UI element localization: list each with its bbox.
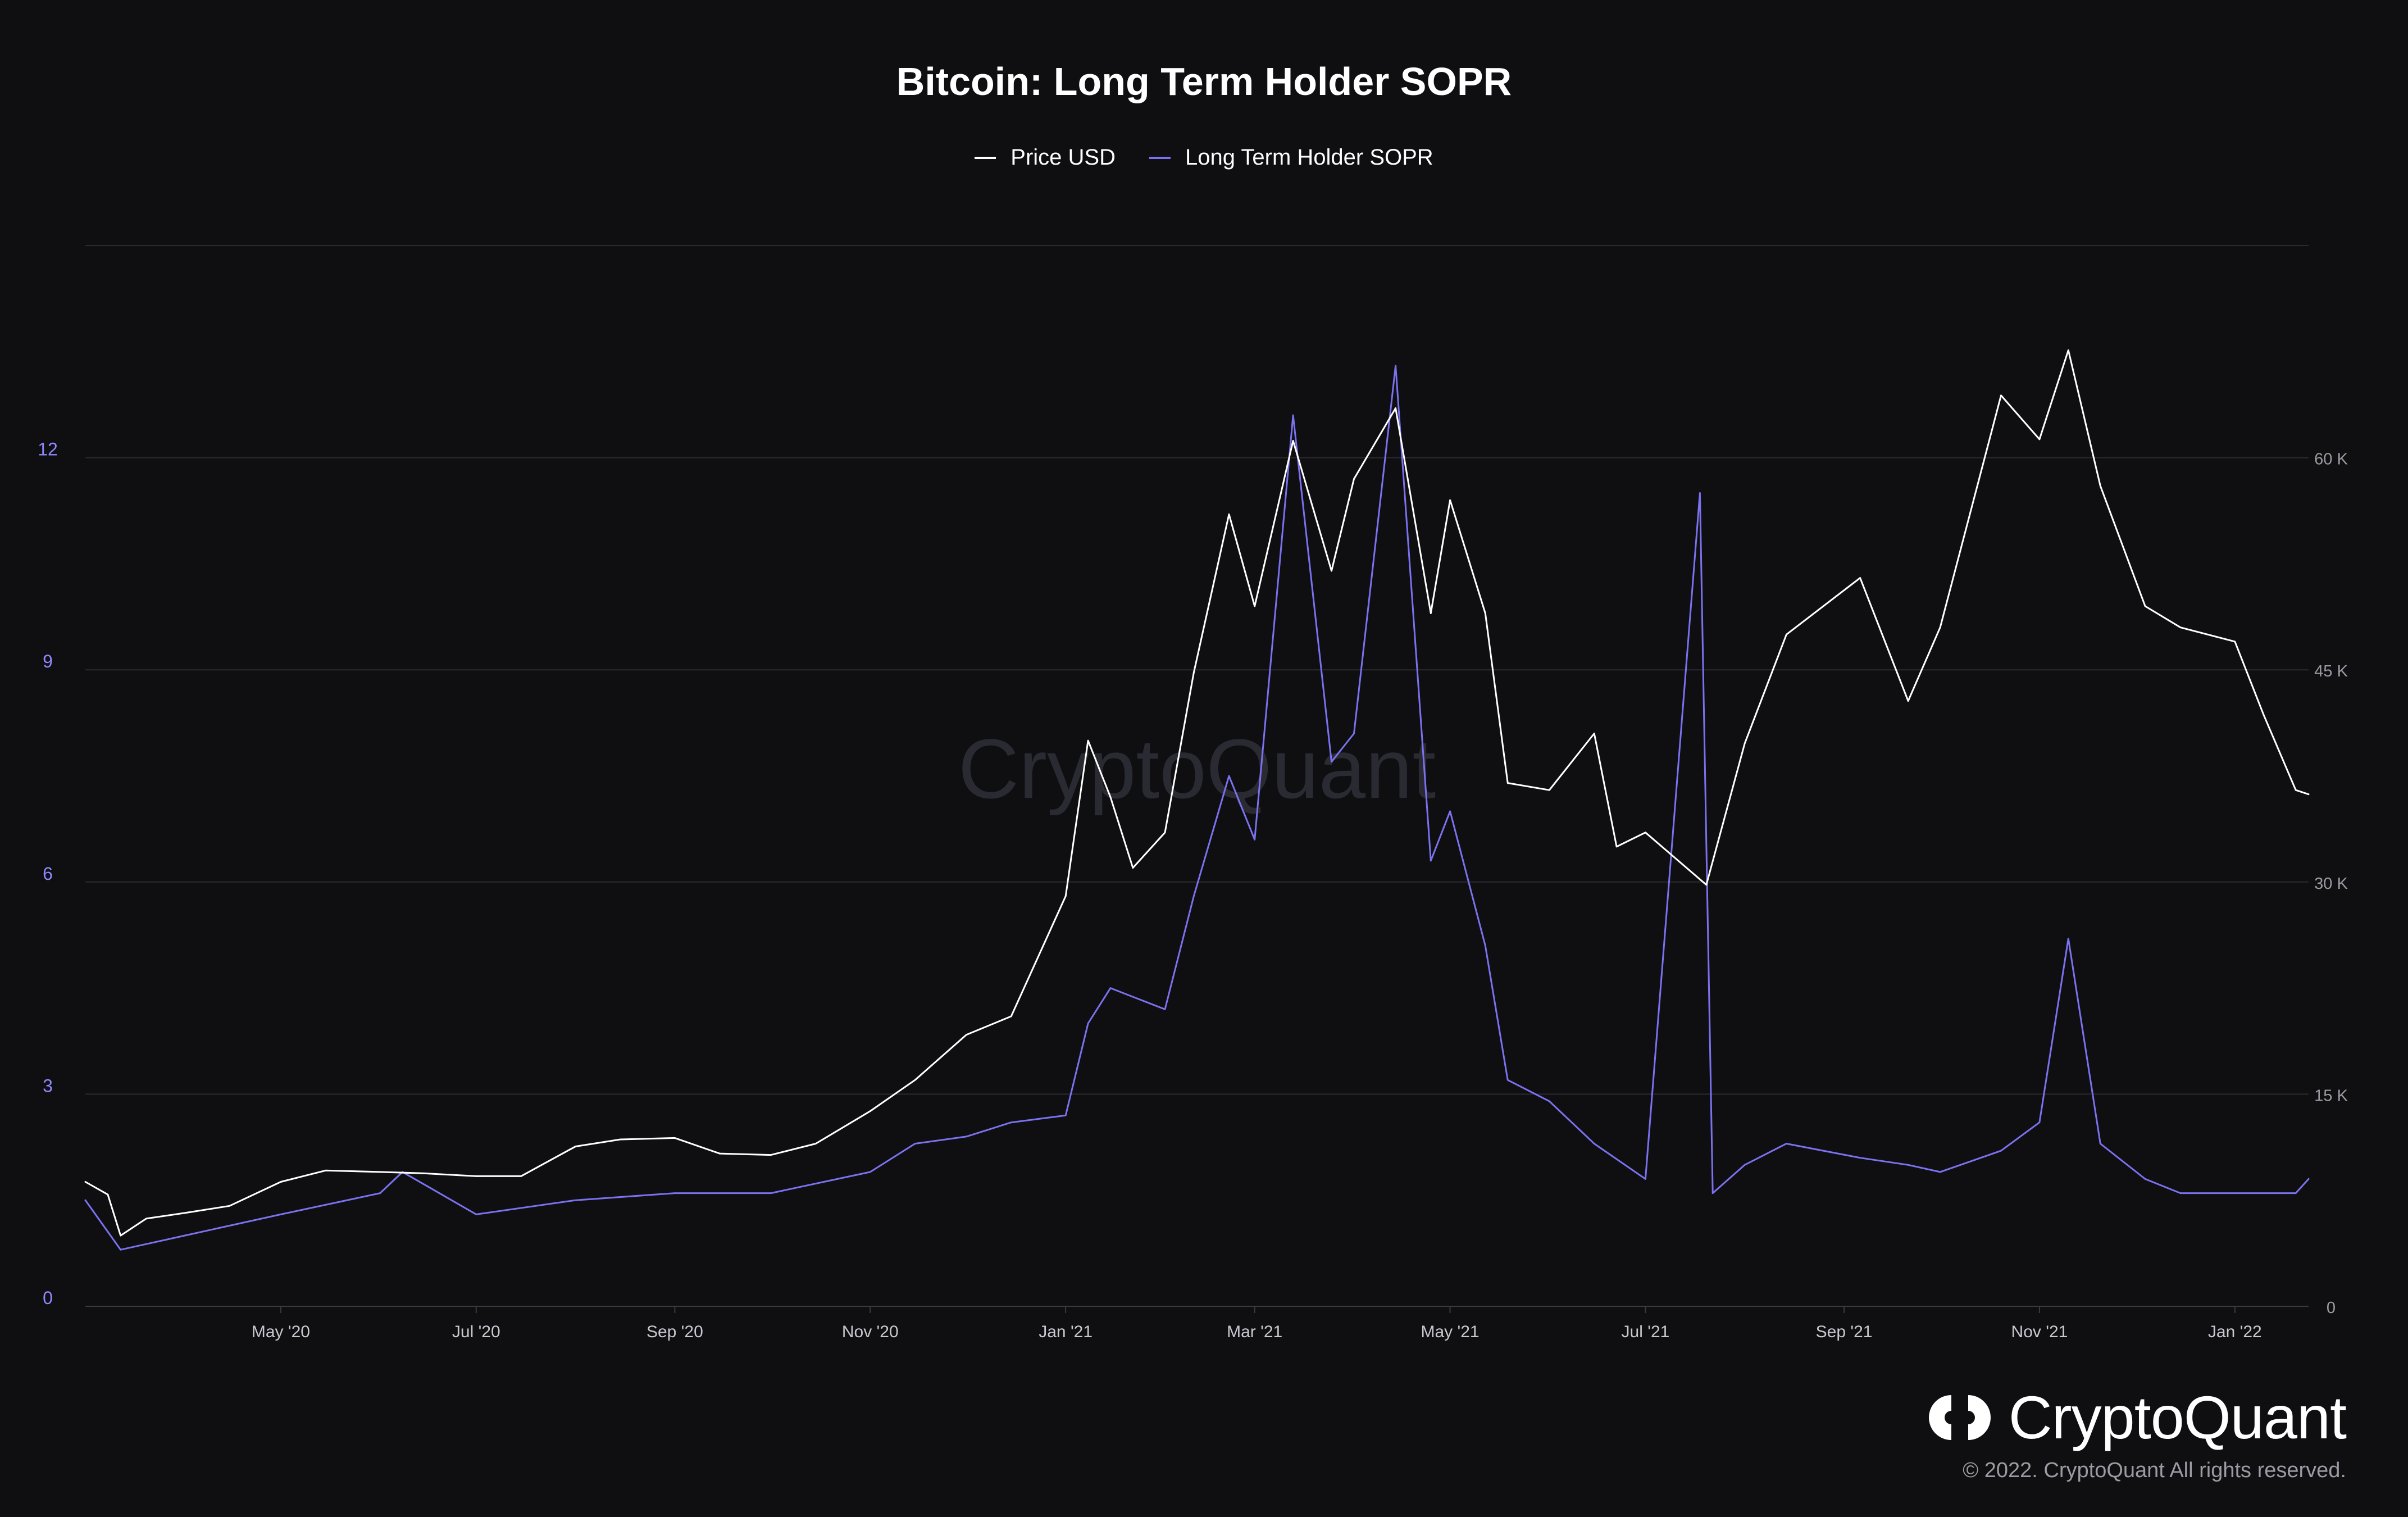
right-tick-label: 15 K (2314, 1087, 2348, 1105)
x-tick-label: Jan '21 (1039, 1323, 1093, 1341)
x-tick-label: Sep '21 (1816, 1323, 1873, 1341)
x-tick-label: Nov '20 (842, 1323, 899, 1341)
left-tick-label: 12 (38, 439, 58, 460)
legend-label-sopr: Long Term Holder SOPR (1185, 145, 1433, 170)
legend-item-price[interactable]: Price USD (975, 145, 1116, 170)
x-tick-label: May '21 (1421, 1323, 1479, 1341)
x-tick-label: Mar '21 (1227, 1323, 1282, 1341)
left-tick-label: 6 (43, 864, 53, 884)
watermark-text: CryptoQuant (958, 721, 1436, 816)
legend-label-price: Price USD (1010, 145, 1116, 170)
x-tick-label: Jul '21 (1622, 1323, 1670, 1341)
legend: Price USD Long Term Holder SOPR (0, 145, 2408, 170)
x-tick-label: Nov '21 (2011, 1323, 2068, 1341)
cryptoquant-logo-icon (1928, 1395, 1991, 1440)
brand-name: CryptoQuant (2008, 1383, 2347, 1451)
x-tick-label: Sep '20 (647, 1323, 703, 1341)
brand: CryptoQuant (1923, 1382, 2347, 1452)
chart-title: Bitcoin: Long Term Holder SOPR (896, 60, 1512, 103)
left-tick-label: 3 (43, 1075, 53, 1096)
x-tick-label: Jan '22 (2208, 1323, 2262, 1341)
legend-item-sopr[interactable]: Long Term Holder SOPR (1149, 145, 1433, 170)
legend-swatch-price (975, 156, 996, 159)
legend-swatch-sopr (1149, 156, 1171, 159)
x-tick-label: May '20 (252, 1323, 310, 1341)
x-tick-label: Jul '20 (452, 1323, 500, 1341)
right-tick-label: 0 (2327, 1299, 2336, 1317)
right-tick-label: 45 K (2314, 662, 2348, 680)
left-tick-label: 0 (43, 1288, 53, 1308)
copyright: © 2022. CryptoQuant All rights reserved. (1963, 1459, 2346, 1482)
right-tick-label: 30 K (2314, 875, 2348, 893)
series-line-price-usd (84, 349, 2310, 1237)
right-tick-label: 60 K (2314, 451, 2348, 469)
left-tick-label: 9 (43, 651, 53, 671)
series-line-long-term-holder-sopr (84, 365, 2310, 1251)
